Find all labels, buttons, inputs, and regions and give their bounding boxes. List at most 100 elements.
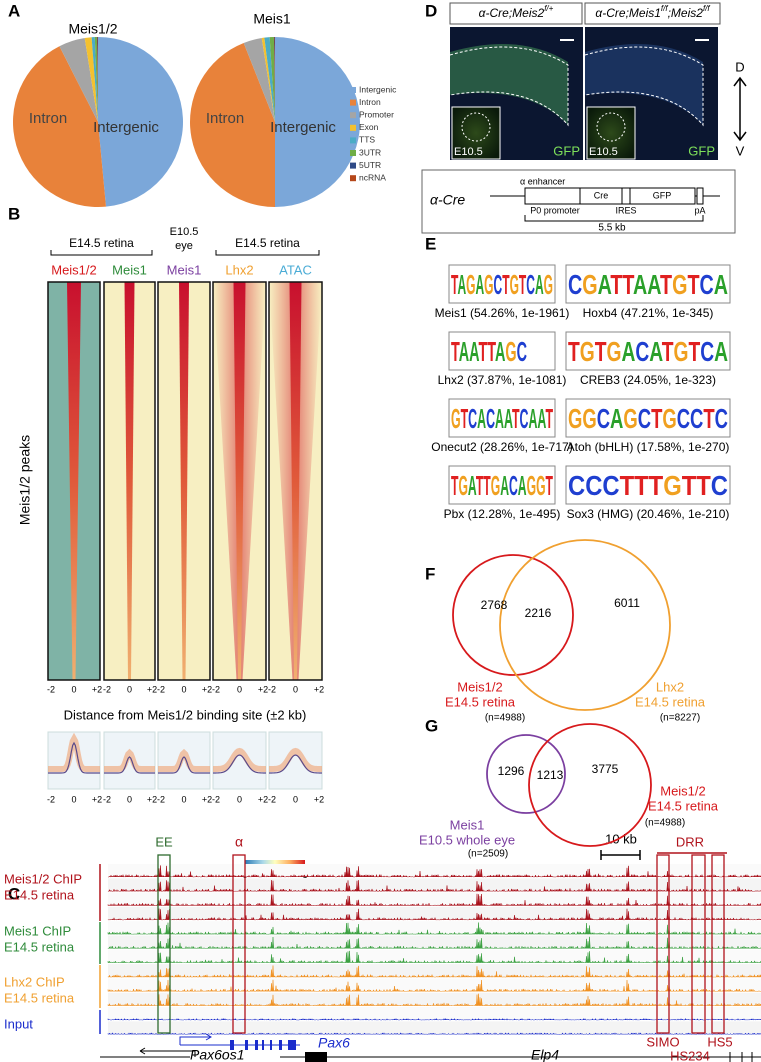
legend-label: Exon [359, 122, 379, 132]
axis-label: V [736, 143, 745, 158]
pie-title: Meis1/2 [68, 21, 117, 37]
panel-label: A [8, 1, 20, 20]
motif-logo: CGATTAATGTCA [568, 269, 728, 300]
x-tick-label: 0 [293, 794, 298, 804]
track-bg [108, 1021, 761, 1035]
motif-label: Meis1 (54.26%, 1e-1961) [435, 306, 570, 320]
x-tick-label: +2 [92, 684, 102, 694]
pie-title: Meis1 [253, 11, 291, 27]
legend-label: TTS [359, 135, 375, 145]
gene-label: Pax6os1 [190, 1047, 244, 1062]
x-tick-label: -2 [103, 684, 111, 694]
pie-slice [269, 37, 275, 122]
exon [288, 1040, 296, 1050]
dashed-outline [584, 46, 704, 127]
legend-swatch [350, 112, 356, 119]
genotype-part: f/+ [544, 4, 553, 13]
dv-arrow [733, 76, 747, 142]
x-tick-label: +2 [92, 794, 102, 804]
track-bg [108, 978, 761, 992]
venn-circle [486, 734, 566, 814]
region-label: DRR [676, 834, 704, 849]
track-signal [107, 908, 761, 921]
panel-label: G [425, 716, 438, 735]
panel-label: D [425, 1, 437, 20]
venn-label: Meis1/2 [457, 679, 503, 694]
pie-slice [274, 37, 275, 122]
slice-label: Intergenic [93, 119, 159, 136]
legend-swatch [350, 150, 356, 156]
construct-name: α-Cre [430, 192, 465, 208]
venn-count: 2216 [525, 606, 552, 620]
legend-swatch [350, 175, 356, 182]
pie-slice [190, 42, 275, 208]
panel-label: B [8, 204, 20, 223]
genotype-part: α-Cre;Meis2 [479, 6, 545, 20]
track-label: E14.5 retina [4, 990, 75, 1005]
motif-label: Sox3 (HMG) (20.46%, 1e-210) [567, 507, 730, 521]
pie-slice [94, 37, 98, 122]
dashed-outline [449, 46, 569, 127]
x-tick-label: -2 [47, 684, 55, 694]
x-tick-label: 0 [237, 684, 242, 694]
exon [230, 1040, 234, 1050]
marker-label: EE [155, 834, 173, 849]
track-signal [107, 893, 761, 907]
legend-label: 3UTR [359, 147, 381, 157]
venn-label: E14.5 retina [635, 694, 706, 709]
gene-label: Elp4 [531, 1047, 559, 1062]
exon [262, 1040, 264, 1050]
track-bg [108, 878, 761, 892]
motif-logo: TGATTGACAGGT [451, 470, 553, 501]
track-signal [107, 979, 761, 993]
x-tick-label: +2 [258, 684, 268, 694]
legend-label: 5UTR [359, 160, 381, 170]
axis-label: D [735, 59, 744, 74]
track-signal [107, 1032, 761, 1035]
heatmap-frame [157, 281, 211, 681]
pie-slice [96, 37, 98, 122]
profile-curve [268, 754, 323, 774]
x-tick-label: 0 [237, 794, 242, 804]
panel-label: C [8, 884, 20, 903]
construct-label: 5.5 kb [598, 223, 626, 234]
legend-swatch [350, 162, 356, 169]
x-tick-label: +2 [314, 684, 324, 694]
group-label: E14.5 retina [69, 236, 134, 250]
track-signal [108, 865, 761, 878]
panel-label: E [425, 234, 436, 253]
track-label: E14.5 retina [4, 887, 75, 902]
motif-logo: TGTGACATGTCA [568, 336, 728, 367]
element-box [656, 854, 670, 1034]
scale-label: 10 kb [605, 831, 637, 846]
x-tick-label: -2 [157, 794, 165, 804]
genotype-box [584, 2, 721, 25]
motif-logo: TAGAGCTGTCAG [451, 269, 553, 300]
exon [245, 1040, 248, 1050]
track-signal [107, 1017, 761, 1021]
track-bg [108, 921, 761, 935]
track-signal [107, 965, 761, 979]
motif-label: Pbx (12.28%, 1e-495) [444, 507, 561, 521]
gene-label: Pax6 [318, 1035, 350, 1051]
track-signal [107, 922, 761, 936]
reporter-label: GFP [553, 143, 580, 158]
venn-circle [528, 723, 652, 847]
track-signal [107, 950, 761, 964]
profile-box [103, 731, 156, 790]
legend-swatch [350, 99, 356, 106]
x-tick-label: -2 [103, 794, 111, 804]
track-signal [107, 936, 761, 950]
heatmap-frame [47, 281, 101, 681]
heatmap-frame [268, 281, 323, 681]
x-tick-label: 0 [127, 794, 132, 804]
profile-box [268, 731, 323, 790]
column-label: Meis1 [167, 262, 202, 277]
construct-label: α enhancer [520, 176, 565, 186]
element-label: HS234 [670, 1048, 710, 1062]
figure-body: A B C D E F G Meis1/2 Intergenic Intron Meis1 Inter… [4, 1, 761, 1062]
inset [586, 106, 636, 160]
venn-label: E14.5 retina [445, 694, 516, 709]
pie-slice [273, 37, 275, 122]
